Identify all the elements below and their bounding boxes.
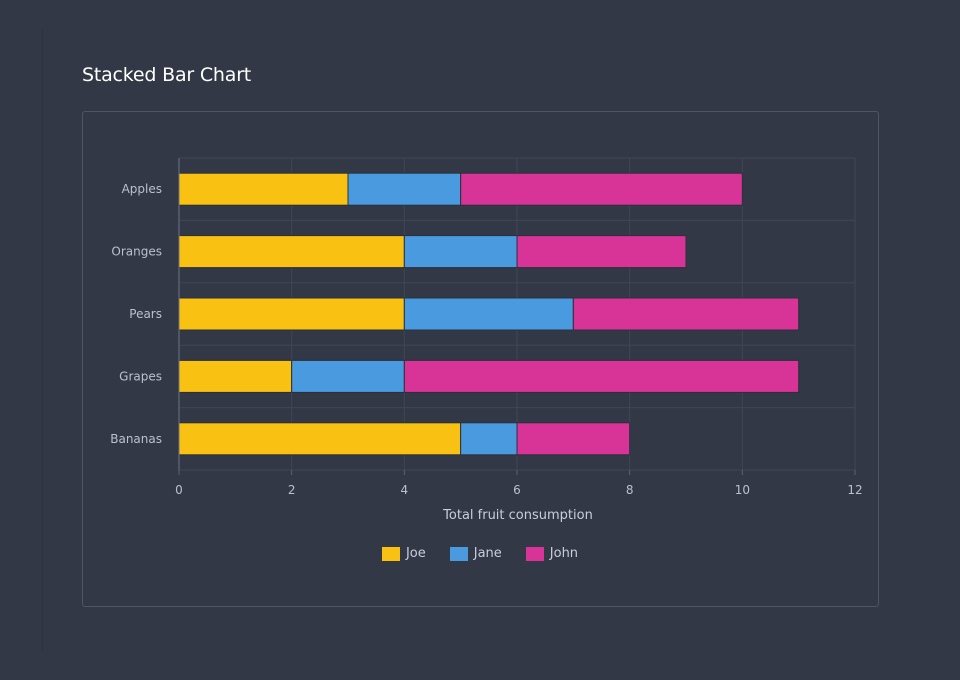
x-tick-label: 12 xyxy=(847,483,862,497)
bar-john-grapes[interactable] xyxy=(403,359,800,393)
x-tick-label: 8 xyxy=(626,483,634,497)
grid-lines xyxy=(179,157,856,471)
y-category-label: Grapes xyxy=(119,369,162,383)
x-tick-label: 0 xyxy=(175,483,183,497)
y-category-label: Apples xyxy=(122,182,162,196)
bar-joe-grapes[interactable] xyxy=(178,359,293,393)
bar-joe-pears[interactable] xyxy=(178,297,405,331)
bar-joe-bananas[interactable] xyxy=(178,422,462,456)
bar-jane-oranges[interactable] xyxy=(403,235,518,269)
legend: Joe Jane John xyxy=(0,546,960,561)
page-title: Stacked Bar Chart xyxy=(82,64,252,86)
legend-label: John xyxy=(549,546,579,561)
bar-joe-oranges[interactable] xyxy=(178,235,405,269)
x-tick-label: 4 xyxy=(401,483,409,497)
bar-john-oranges[interactable] xyxy=(516,235,687,269)
bar-jane-apples[interactable] xyxy=(347,172,462,206)
content-edge xyxy=(42,30,43,650)
legend-swatch xyxy=(449,546,468,561)
chart-panel xyxy=(82,111,879,607)
axes: 0 2 4 6 8 10 12 Apples Oranges Pears Grapes Bananas xyxy=(110,158,863,497)
legend-item-jane[interactable]: Jane xyxy=(449,546,502,561)
x-tick-label: 2 xyxy=(288,483,296,497)
bar-john-bananas[interactable] xyxy=(516,422,631,456)
x-axis-title: Total fruit consumption xyxy=(442,508,593,523)
legend-swatch xyxy=(525,546,544,561)
bar-john-apples[interactable] xyxy=(460,172,743,206)
bar-jane-bananas[interactable] xyxy=(460,422,518,456)
bars xyxy=(178,172,800,456)
y-category-label: Bananas xyxy=(110,432,162,446)
x-tick-label: 10 xyxy=(735,483,750,497)
y-category-label: Pears xyxy=(129,307,162,321)
bar-john-pears[interactable] xyxy=(572,297,800,331)
legend-item-john[interactable]: John xyxy=(525,546,579,561)
legend-label: Jane xyxy=(473,546,502,561)
bar-joe-apples[interactable] xyxy=(178,172,349,206)
bar-jane-pears[interactable] xyxy=(403,297,574,331)
y-category-label: Oranges xyxy=(111,245,162,259)
x-tick-label: 6 xyxy=(513,483,521,497)
legend-label: Joe xyxy=(405,546,426,561)
bar-jane-grapes[interactable] xyxy=(291,359,405,393)
legend-swatch xyxy=(381,546,400,561)
legend-item-joe[interactable]: Joe xyxy=(381,546,426,561)
